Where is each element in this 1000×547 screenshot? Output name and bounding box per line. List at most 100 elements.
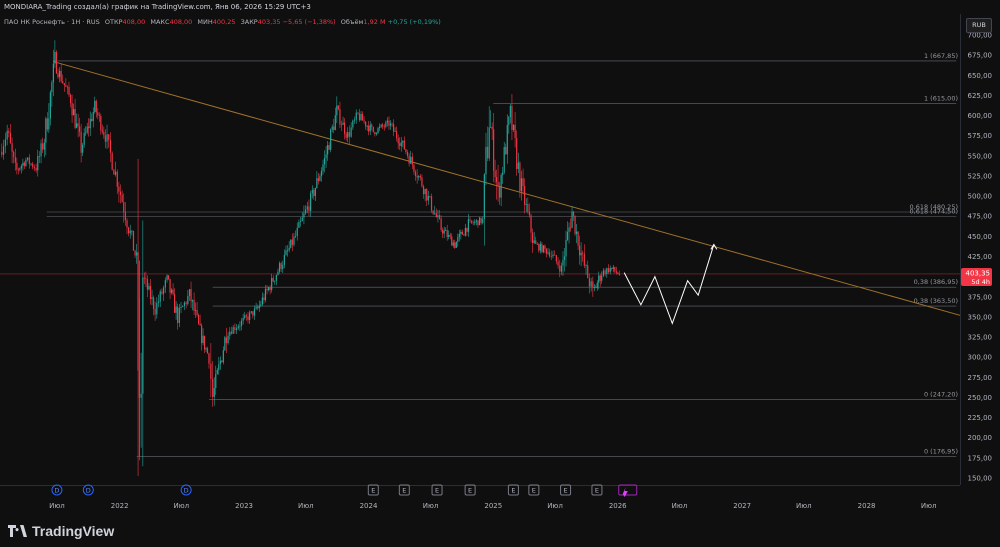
candle-body — [283, 254, 285, 265]
candle-body — [235, 328, 238, 331]
candle-body — [216, 369, 218, 374]
candle-body — [548, 252, 551, 257]
candle-body — [555, 255, 557, 262]
candle-body — [22, 162, 24, 166]
dividend-marker[interactable]: D — [180, 484, 192, 496]
candle-body — [432, 210, 434, 214]
candle-body — [426, 189, 428, 201]
y-tick-label: 675,00 — [968, 52, 993, 60]
candle-body — [43, 142, 45, 150]
dividend-marker[interactable]: D — [82, 484, 94, 496]
upcoming-event-marker[interactable] — [618, 484, 638, 497]
candle-body — [396, 131, 398, 138]
candle-body — [604, 270, 606, 274]
candle-body — [17, 169, 19, 171]
candle-body — [394, 131, 396, 132]
candle-body — [142, 277, 144, 394]
y-tick-label: 450,00 — [968, 233, 993, 241]
x-tick-label: 2023 — [235, 502, 253, 510]
candle-body — [499, 185, 501, 198]
candle-body — [592, 281, 594, 288]
candle-body — [60, 70, 62, 82]
candle-body — [596, 282, 598, 288]
last-price-badge-bg — [961, 267, 992, 286]
candle-body — [542, 245, 545, 253]
candle-body — [288, 247, 290, 251]
earnings-marker[interactable]: E — [464, 484, 476, 496]
earnings-marker[interactable]: E — [367, 484, 379, 496]
candle-body — [372, 126, 374, 132]
candle-body — [229, 331, 231, 336]
symbol-name[interactable]: ПАО НК Роснефть · 1Н · RUS — [4, 18, 100, 26]
tradingview-logo[interactable]: TradingView — [8, 523, 114, 539]
candle-body — [278, 263, 281, 272]
chart-caption: MONDIARA_Trading создал(а) график на Tra… — [0, 0, 1000, 14]
candle-body — [177, 306, 179, 324]
candle-body — [524, 185, 526, 205]
candle-body — [188, 289, 191, 296]
currency-button[interactable]: RUB — [966, 18, 992, 33]
candle-body — [342, 122, 344, 125]
x-tick-label: Июл — [921, 502, 937, 510]
countdown-value: 5d 4h — [971, 278, 990, 286]
candle-body — [572, 211, 575, 216]
candle-body — [199, 323, 201, 326]
candle-body — [58, 70, 61, 78]
price-chart[interactable]: 700,00 675,00 650,00 625,00 600,00 575,00 550,… — [0, 0, 1000, 515]
candle-body — [609, 267, 611, 273]
candle-body — [100, 115, 102, 131]
candle-body — [611, 267, 613, 269]
x-tick-label: Июл — [423, 502, 439, 510]
candle-body — [173, 294, 176, 313]
earnings-marker[interactable]: E — [431, 484, 443, 496]
candle-body — [449, 234, 451, 237]
y-tick-label: 550,00 — [968, 152, 993, 160]
candle-body — [607, 268, 610, 273]
candle-body — [6, 130, 8, 140]
candle-body — [280, 263, 282, 269]
candle-body — [339, 109, 341, 125]
candle-body — [416, 176, 418, 178]
candle-body — [588, 278, 591, 287]
candle-body — [94, 100, 96, 113]
candle-body — [296, 227, 298, 236]
candle-body — [85, 132, 87, 134]
earnings-marker[interactable]: E — [560, 484, 572, 496]
candle-body — [310, 193, 312, 211]
y-tick-label: 600,00 — [968, 112, 993, 120]
candle-body — [137, 252, 139, 371]
earnings-marker[interactable]: E — [528, 484, 540, 496]
candle-body — [559, 265, 561, 272]
candle-body — [148, 286, 150, 290]
candle-body — [506, 124, 508, 155]
candle-body — [397, 137, 399, 144]
candle-body — [91, 118, 93, 121]
candle-body — [72, 109, 75, 116]
candle-body — [178, 307, 180, 324]
candle-body — [239, 325, 241, 327]
candle-body — [460, 231, 462, 234]
candle-body — [285, 250, 287, 255]
candle-body — [350, 127, 352, 137]
candle-body — [156, 302, 158, 315]
candle-body — [365, 121, 367, 127]
candle-body — [511, 105, 513, 130]
candle-body — [568, 227, 570, 232]
candle-body — [185, 302, 187, 304]
candle-body — [583, 253, 585, 266]
candle-body — [457, 237, 459, 242]
earnings-marker[interactable]: E — [507, 484, 519, 496]
candle-body — [612, 267, 614, 269]
earnings-marker-box — [528, 484, 540, 496]
candle-body — [103, 131, 105, 136]
candle-body — [119, 191, 122, 195]
candle-body — [514, 124, 516, 139]
candle-body — [495, 177, 498, 183]
candle-body — [389, 123, 392, 126]
dividend-marker[interactable]: D — [51, 484, 63, 496]
earnings-marker[interactable]: E — [591, 484, 603, 496]
candle-body — [386, 120, 389, 123]
candle-body — [264, 288, 267, 301]
y-tick-label: 525,00 — [968, 172, 993, 180]
earnings-marker[interactable]: E — [398, 484, 410, 496]
